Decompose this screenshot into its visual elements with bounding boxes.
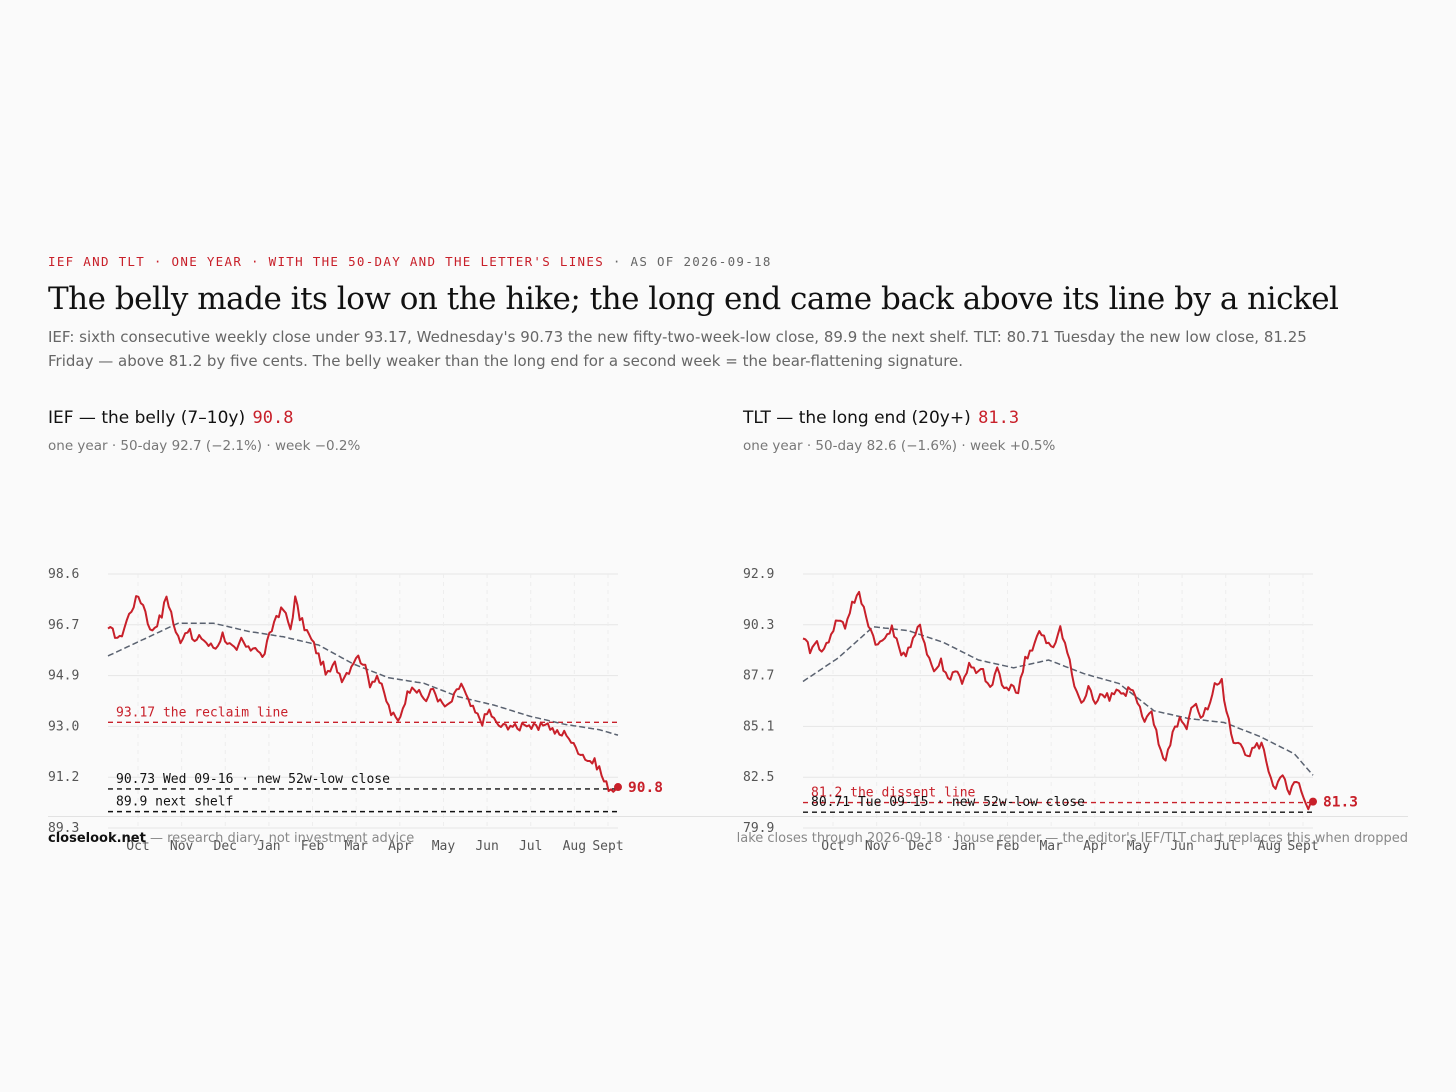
x-tick-label: Nov xyxy=(170,839,194,854)
y-tick-label: 91.2 xyxy=(48,770,79,785)
panel-title-text: TLT — the long end (20y+) xyxy=(743,408,971,428)
y-tick-label: 79.9 xyxy=(743,821,774,836)
x-tick-label: Oct xyxy=(821,839,844,854)
last-point-marker xyxy=(1309,797,1317,806)
x-tick-label: Sept xyxy=(1287,839,1318,854)
x-tick-label: Dec xyxy=(214,839,237,854)
x-tick-label: Jul xyxy=(1214,839,1237,854)
last-point-marker xyxy=(614,783,622,792)
x-tick-label: Jun xyxy=(1170,839,1193,854)
y-tick-label: 98.6 xyxy=(48,567,79,582)
price-series-line xyxy=(107,595,619,793)
last-value-label: 81.3 xyxy=(1323,795,1358,811)
price-series-line xyxy=(802,590,1314,811)
panel-last-value: 81.3 xyxy=(978,408,1020,428)
y-tick-label: 96.7 xyxy=(48,618,79,633)
tlt-chart: 92.9 90.3 87.7 85.1 82.5 79.9 Oct Nov Dec Jan Feb M… xyxy=(743,567,1358,854)
y-tick-label: 90.3 xyxy=(743,618,774,633)
panel-title: TLT — the long end (20y+) 81.3 xyxy=(743,408,1363,428)
kicker: IEF AND TLT · ONE YEAR · WITH THE 50-DAY… xyxy=(48,254,1408,269)
y-tick-label: 94.9 xyxy=(48,669,79,684)
reference-line-label: 89.9 next shelf xyxy=(116,795,233,810)
reference-line-label: 90.73 Wed 09-16 · new 52w-low close xyxy=(116,772,390,787)
dek: IEF: sixth consecutive weekly close unde… xyxy=(48,328,1307,370)
y-tick-label: 82.5 xyxy=(743,770,774,785)
x-tick-label: Feb xyxy=(996,839,1020,854)
article: IEF AND TLT · ONE YEAR · WITH THE 50-DAY… xyxy=(48,254,1408,854)
kicker-sep: · xyxy=(604,254,631,269)
x-tick-label: May xyxy=(1127,839,1151,854)
page-title: The belly made its low on the hike; the … xyxy=(48,281,1339,317)
x-tick-label: Feb xyxy=(301,839,325,854)
x-tick-label: Apr xyxy=(1083,839,1107,854)
x-tick-label: Aug xyxy=(1258,839,1281,854)
x-tick-label: Jan xyxy=(952,839,975,854)
x-tick-label: Aug xyxy=(563,839,586,854)
ma50-series-line xyxy=(802,626,1314,776)
x-tick-label: Jul xyxy=(519,839,542,854)
x-tick-label: Sept xyxy=(592,839,623,854)
panel-subtitle: one year · 50-day 92.7 (−2.1%) · week −0… xyxy=(48,438,361,454)
panel-title: IEF — the belly (7–10y) 90.8 xyxy=(48,408,668,428)
x-tick-label: Mar xyxy=(1039,839,1063,854)
reference-line-label: 80.71 Tue 09-15 · new 52w-low close xyxy=(811,795,1085,810)
ma50-series-line xyxy=(107,622,619,736)
x-tick-label: Nov xyxy=(865,839,889,854)
footer-brand-link[interactable]: closelook.net xyxy=(48,831,146,846)
x-tick-label: Mar xyxy=(344,839,368,854)
footer-note: lake closes through 2026-09-18 · house r… xyxy=(736,831,1408,846)
panel-ief: IEF — the belly (7–10y) 90.8 one year · … xyxy=(48,408,668,854)
y-tick-label: 85.1 xyxy=(743,719,774,734)
footer-tagline: — research diary, not investment advice xyxy=(145,831,415,846)
y-tick-label: 93.0 xyxy=(48,719,79,734)
x-tick-label: Jan xyxy=(257,839,280,854)
last-value-label: 90.8 xyxy=(628,780,663,796)
x-tick-label: Jun xyxy=(475,839,498,854)
panel-title-text: IEF — the belly (7–10y) xyxy=(48,408,246,428)
y-tick-label: 87.7 xyxy=(743,669,774,684)
kicker-asof: AS OF 2026-09-18 xyxy=(630,254,772,269)
x-tick-label: May xyxy=(432,839,456,854)
ief-chart: 98.6 96.7 94.9 93.0 91.2 89.3 Oct Nov Dec Jan Feb M… xyxy=(48,567,663,854)
panel-subtitle: one year · 50-day 82.6 (−1.6%) · week +0… xyxy=(743,438,1056,454)
panel-tlt: TLT — the long end (20y+) 81.3 one year … xyxy=(743,408,1363,854)
x-tick-label: Apr xyxy=(388,839,412,854)
y-tick-label: 92.9 xyxy=(743,567,774,582)
x-tick-label: Dec xyxy=(909,839,932,854)
y-tick-label: 89.3 xyxy=(48,821,79,836)
panel-last-value: 90.8 xyxy=(252,408,294,428)
reference-line-label: 93.17 the reclaim line xyxy=(116,705,288,720)
kicker-lead: IEF AND TLT · ONE YEAR · WITH THE 50-DAY… xyxy=(48,254,605,269)
x-tick-label: Oct xyxy=(126,839,149,854)
footer: closelook.net — research diary, not inve… xyxy=(48,816,1408,846)
reference-line-label: 81.2 the dissent line xyxy=(811,786,976,801)
